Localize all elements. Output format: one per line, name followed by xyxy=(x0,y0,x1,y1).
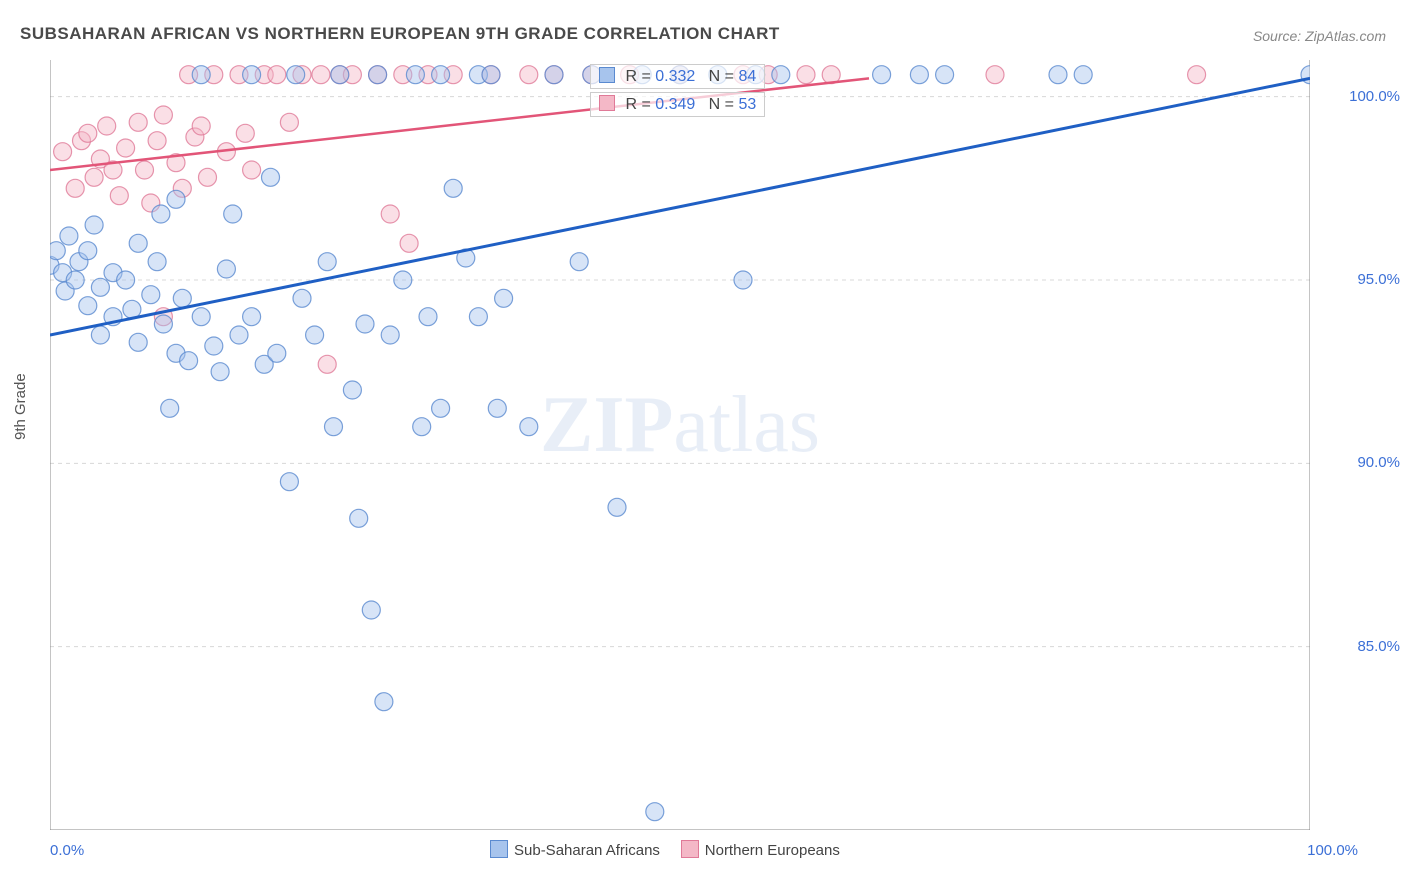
chart-source: Source: ZipAtlas.com xyxy=(1253,28,1386,44)
scatter-plot xyxy=(50,60,1310,830)
legend-label-2: Northern Europeans xyxy=(705,842,840,859)
x-tick-max: 100.0% xyxy=(1307,842,1358,859)
legend: Sub-Saharan Africans Northern Europeans xyxy=(490,840,840,859)
y-tick: 100.0% xyxy=(1349,88,1400,105)
y-tick: 95.0% xyxy=(1357,271,1400,288)
y-tick: 85.0% xyxy=(1357,638,1400,655)
x-tick-min: 0.0% xyxy=(50,842,84,859)
stats-series2: R = 0.349 N = 53 xyxy=(590,92,765,117)
y-axis-label: 9th Grade xyxy=(12,373,29,440)
stats-series1: R = 0.332 N = 84 xyxy=(590,64,765,89)
y-tick: 90.0% xyxy=(1357,454,1400,471)
chart-title: SUBSAHARAN AFRICAN VS NORTHERN EUROPEAN … xyxy=(20,24,780,44)
legend-label-1: Sub-Saharan Africans xyxy=(514,842,660,859)
